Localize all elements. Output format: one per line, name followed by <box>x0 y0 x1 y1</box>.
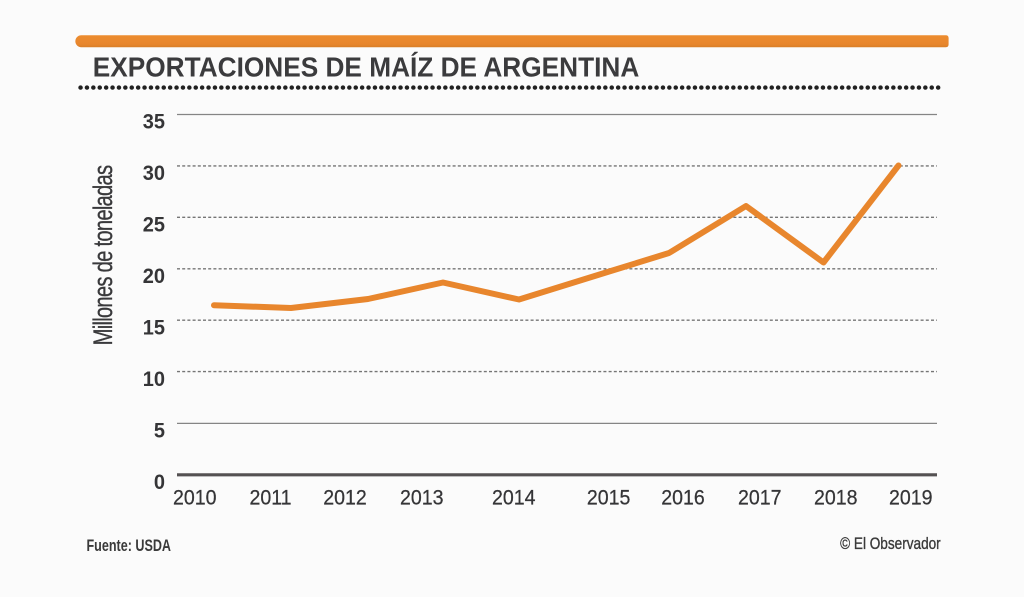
svg-text:2014: 2014 <box>492 486 536 510</box>
svg-text:25: 25 <box>143 213 165 237</box>
svg-text:5: 5 <box>154 419 165 443</box>
svg-text:30: 30 <box>143 161 165 185</box>
svg-text:2013: 2013 <box>400 486 444 510</box>
svg-text:35: 35 <box>143 110 165 134</box>
svg-text:10: 10 <box>143 367 165 391</box>
svg-text:0: 0 <box>154 471 165 495</box>
svg-text:EXPORTACIONES DE MAÍZ DE ARGEN: EXPORTACIONES DE MAÍZ DE ARGENTINA <box>93 51 639 83</box>
svg-text:2017: 2017 <box>738 486 782 510</box>
svg-text:15: 15 <box>143 316 165 340</box>
svg-text:20: 20 <box>143 264 165 288</box>
svg-text:2019: 2019 <box>889 486 933 510</box>
svg-text:2018: 2018 <box>814 486 858 510</box>
svg-text:2015: 2015 <box>587 486 631 510</box>
svg-text:Fuente: USDA: Fuente: USDA <box>87 536 172 555</box>
svg-text:2016: 2016 <box>661 486 705 510</box>
svg-text:2011: 2011 <box>249 486 291 510</box>
svg-text:Millones de toneladas: Millones de toneladas <box>88 165 119 346</box>
svg-text:© El Observador: © El Observador <box>840 535 941 554</box>
svg-text:2010: 2010 <box>173 486 217 510</box>
svg-text:2012: 2012 <box>323 486 367 510</box>
